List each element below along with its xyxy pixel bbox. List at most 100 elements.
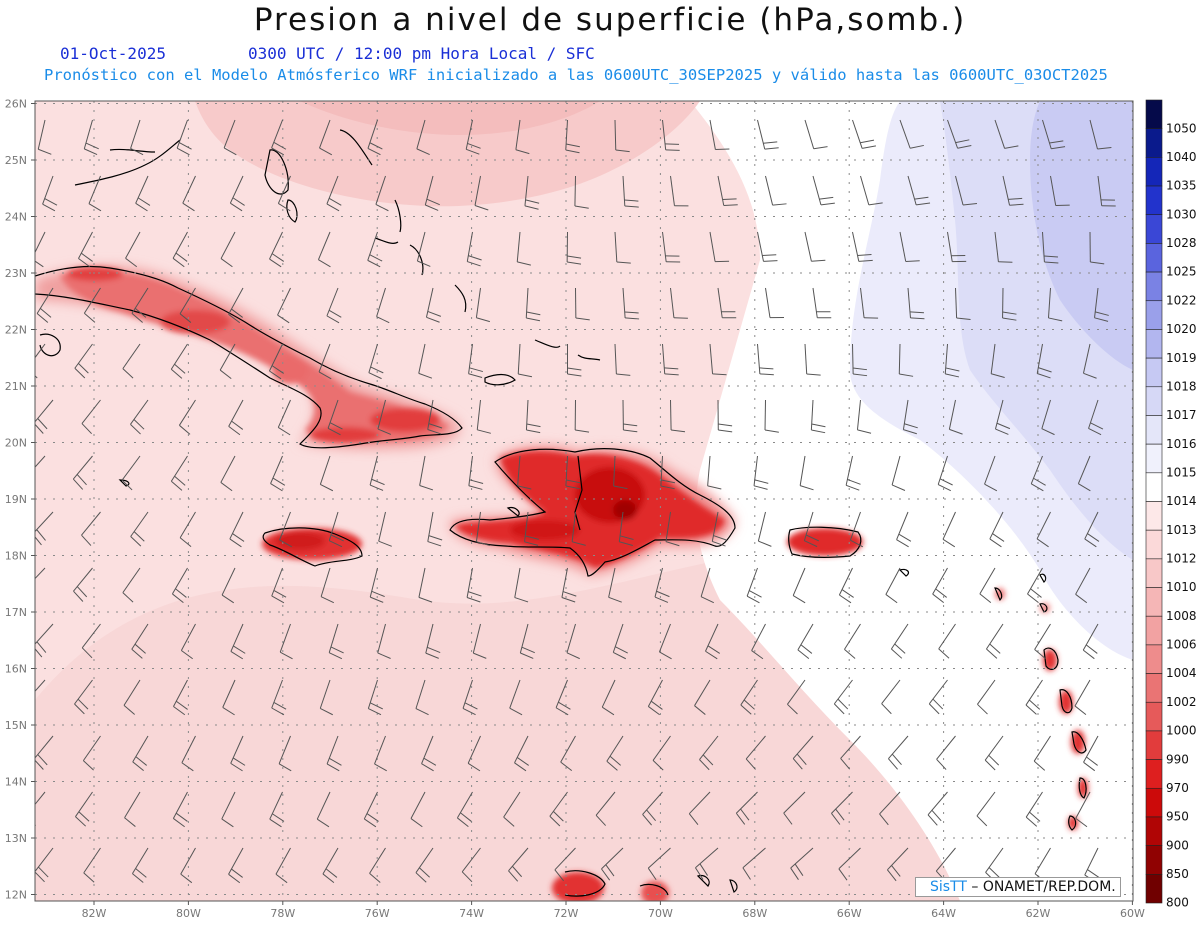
- wind-barb: [879, 791, 901, 826]
- colorbar-level-label: 1015: [1166, 465, 1197, 479]
- wind-barb: [328, 511, 344, 548]
- wind-barb: [907, 287, 925, 320]
- longitude-label: 66W: [837, 907, 862, 920]
- colorbar-level-label: 1018: [1166, 379, 1197, 393]
- wind-barb: [229, 175, 245, 212]
- wind-barb: [369, 567, 385, 603]
- wind-barb: [78, 231, 93, 268]
- wind-barb: [574, 399, 590, 433]
- wind-barb: [1042, 231, 1059, 264]
- wind-barb: [35, 511, 54, 546]
- wind-barb: [476, 399, 491, 434]
- colorbar-swatch: [1145, 558, 1163, 588]
- wind-barb: [990, 343, 1005, 378]
- colorbar-swatch: [1145, 243, 1163, 273]
- colorbar-swatch: [1145, 730, 1163, 760]
- wind-barb: [328, 623, 344, 660]
- latitude-label: 25N: [5, 154, 27, 167]
- wind-barb: [279, 623, 293, 660]
- wind-barb: [410, 791, 426, 828]
- wind-barb: [461, 847, 481, 883]
- wind-barb: [662, 231, 681, 263]
- colorbar-level-label: 1035: [1166, 179, 1197, 193]
- wind-barb: [612, 623, 628, 660]
- wind-barb: [132, 735, 149, 771]
- colorbar-swatch: [1145, 615, 1163, 646]
- wind-barb: [172, 791, 188, 828]
- wind-barb: [717, 287, 737, 319]
- wind-barb: [670, 399, 686, 433]
- wind-barb: [228, 287, 244, 324]
- colorbar-level-label: 1002: [1166, 695, 1197, 709]
- colorbar-swatch: [1145, 501, 1163, 531]
- credit-box: SisTT – ONAMET/REP.DOM.: [915, 877, 1121, 897]
- latitude-label: 15N: [5, 719, 27, 732]
- wind-barb: [942, 511, 956, 548]
- wind-barb: [462, 679, 478, 716]
- wind-barb: [271, 567, 287, 604]
- wind-barb: [888, 735, 909, 770]
- wind-barb: [326, 287, 342, 324]
- wind-barb: [566, 623, 580, 660]
- wind-barb: [606, 735, 624, 771]
- wind-barb: [575, 287, 590, 321]
- wind-barb: [899, 119, 924, 149]
- wind-barb: [790, 847, 814, 880]
- wind-barb: [42, 175, 58, 212]
- wind-barb: [415, 847, 434, 883]
- wind-barb: [228, 399, 244, 436]
- wind-barb: [765, 287, 784, 319]
- wind-barb: [932, 567, 948, 604]
- wind-barb: [614, 119, 630, 153]
- wind-barb: [549, 791, 568, 827]
- wind-barb: [181, 735, 196, 772]
- wind-barb: [326, 175, 342, 212]
- wind-barb: [852, 231, 873, 262]
- wind-barb: [757, 231, 778, 262]
- wind-barb: [122, 567, 141, 603]
- wind-barb: [515, 119, 530, 155]
- wind-barb: [695, 847, 719, 880]
- wind-barb: [717, 399, 733, 433]
- wind-barb: [319, 119, 333, 156]
- wind-barb: [984, 455, 998, 492]
- wind-barb: [82, 735, 101, 771]
- wind-barb: [130, 119, 144, 156]
- wind-barb: [122, 343, 141, 379]
- colorbar-level-label: 850: [1166, 867, 1189, 881]
- wind-barb: [35, 847, 54, 883]
- wind-barb: [171, 567, 188, 604]
- wind-barb: [753, 455, 769, 490]
- longitude-label: 78W: [270, 907, 295, 920]
- wind-barb: [1075, 791, 1091, 828]
- latitude-label: 14N: [5, 776, 27, 789]
- wind-barb: [180, 623, 196, 660]
- longitude-labels: 82W 80W 78W 76W 74W 72W 70W 68W 66W 64W 62W 60W: [82, 901, 1145, 920]
- wind-barb: [1002, 175, 1024, 206]
- wind-barb: [363, 791, 379, 828]
- wind-barb: [277, 287, 291, 324]
- wind-barb: [468, 455, 484, 490]
- wind-barb: [374, 735, 387, 772]
- latitude-labels: 26N 25N 24N 23N 22N 21N 20N 19N 18N 17N 16N 15N 14N 1…: [5, 98, 35, 902]
- colorbar-swatch: [1145, 300, 1163, 330]
- wind-barb: [277, 399, 291, 436]
- wind-barb: [465, 119, 481, 155]
- wind-barb: [810, 399, 826, 434]
- wind-barb: [979, 567, 996, 604]
- wind-barb: [765, 175, 787, 206]
- wind-barb: [1025, 679, 1043, 715]
- wind-barb: [694, 679, 711, 715]
- wind-barb: [81, 399, 101, 435]
- wind-barb: [1036, 343, 1052, 379]
- credit-org: – ONAMET/REP.DOM.: [971, 879, 1116, 895]
- colorbar-swatch: [1145, 673, 1163, 703]
- latitude-label: 18N: [5, 550, 27, 563]
- wind-barb: [994, 399, 1011, 435]
- wind-barb: [976, 791, 996, 827]
- wind-barb: [1088, 399, 1104, 436]
- wind-barb: [135, 175, 151, 212]
- wind-barb: [88, 175, 102, 212]
- wind-barb: [665, 511, 680, 547]
- wind-barb: [475, 287, 490, 323]
